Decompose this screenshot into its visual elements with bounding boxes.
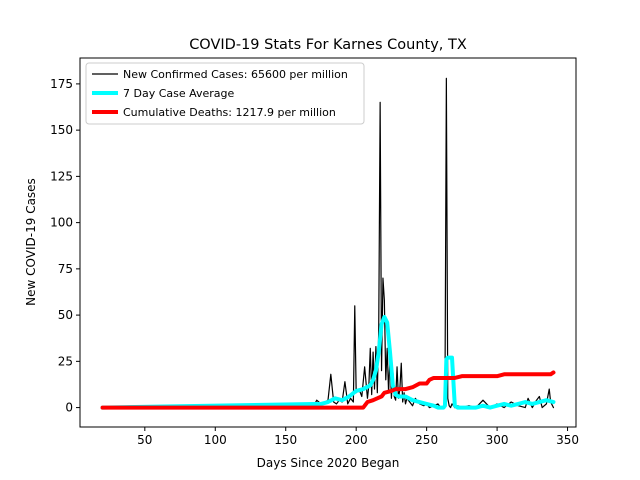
x-tick-label-6: 350: [556, 433, 579, 447]
x-axis-label: Days Since 2020 Began: [257, 456, 400, 470]
legend-label-0: New Confirmed Cases: 65600 per million: [123, 68, 348, 81]
x-tick-label-3: 200: [345, 433, 368, 447]
x-axis: 50 100 150 200 250 300 350: [137, 427, 579, 447]
legend-label-2: Cumulative Deaths: 1217.9 per million: [123, 106, 336, 119]
y-tick-label-0: 0: [65, 401, 73, 415]
chart-title: COVID-19 Stats For Karnes County, TX: [189, 37, 467, 53]
y-tick-label-5: 125: [50, 169, 73, 183]
y-tick-label-2: 50: [58, 308, 73, 322]
x-tick-label-4: 250: [415, 433, 438, 447]
series-layer: [100, 77, 556, 410]
series-line-2: [100, 370, 556, 410]
y-tick-label-7: 175: [50, 77, 73, 91]
legend-label-1: 7 Day Case Average: [123, 87, 235, 100]
x-tick-label-5: 300: [486, 433, 509, 447]
y-tick-label-1: 25: [58, 354, 73, 368]
legend: New Confirmed Cases: 65600 per million 7 …: [85, 62, 365, 125]
series-line-0: [101, 77, 555, 409]
x-tick-label-0: 50: [137, 433, 152, 447]
y-axis-label: New COVID-19 Cases: [24, 178, 38, 306]
series-line-1: [100, 314, 556, 410]
x-tick-label-1: 100: [204, 433, 227, 447]
x-tick-label-2: 150: [274, 433, 297, 447]
y-tick-label-6: 150: [50, 123, 73, 137]
y-axis: 0 25 50 75 100 125 150 175: [50, 77, 80, 415]
legend-box: [85, 62, 365, 125]
y-tick-label-4: 100: [50, 216, 73, 230]
y-tick-label-3: 75: [58, 262, 73, 276]
